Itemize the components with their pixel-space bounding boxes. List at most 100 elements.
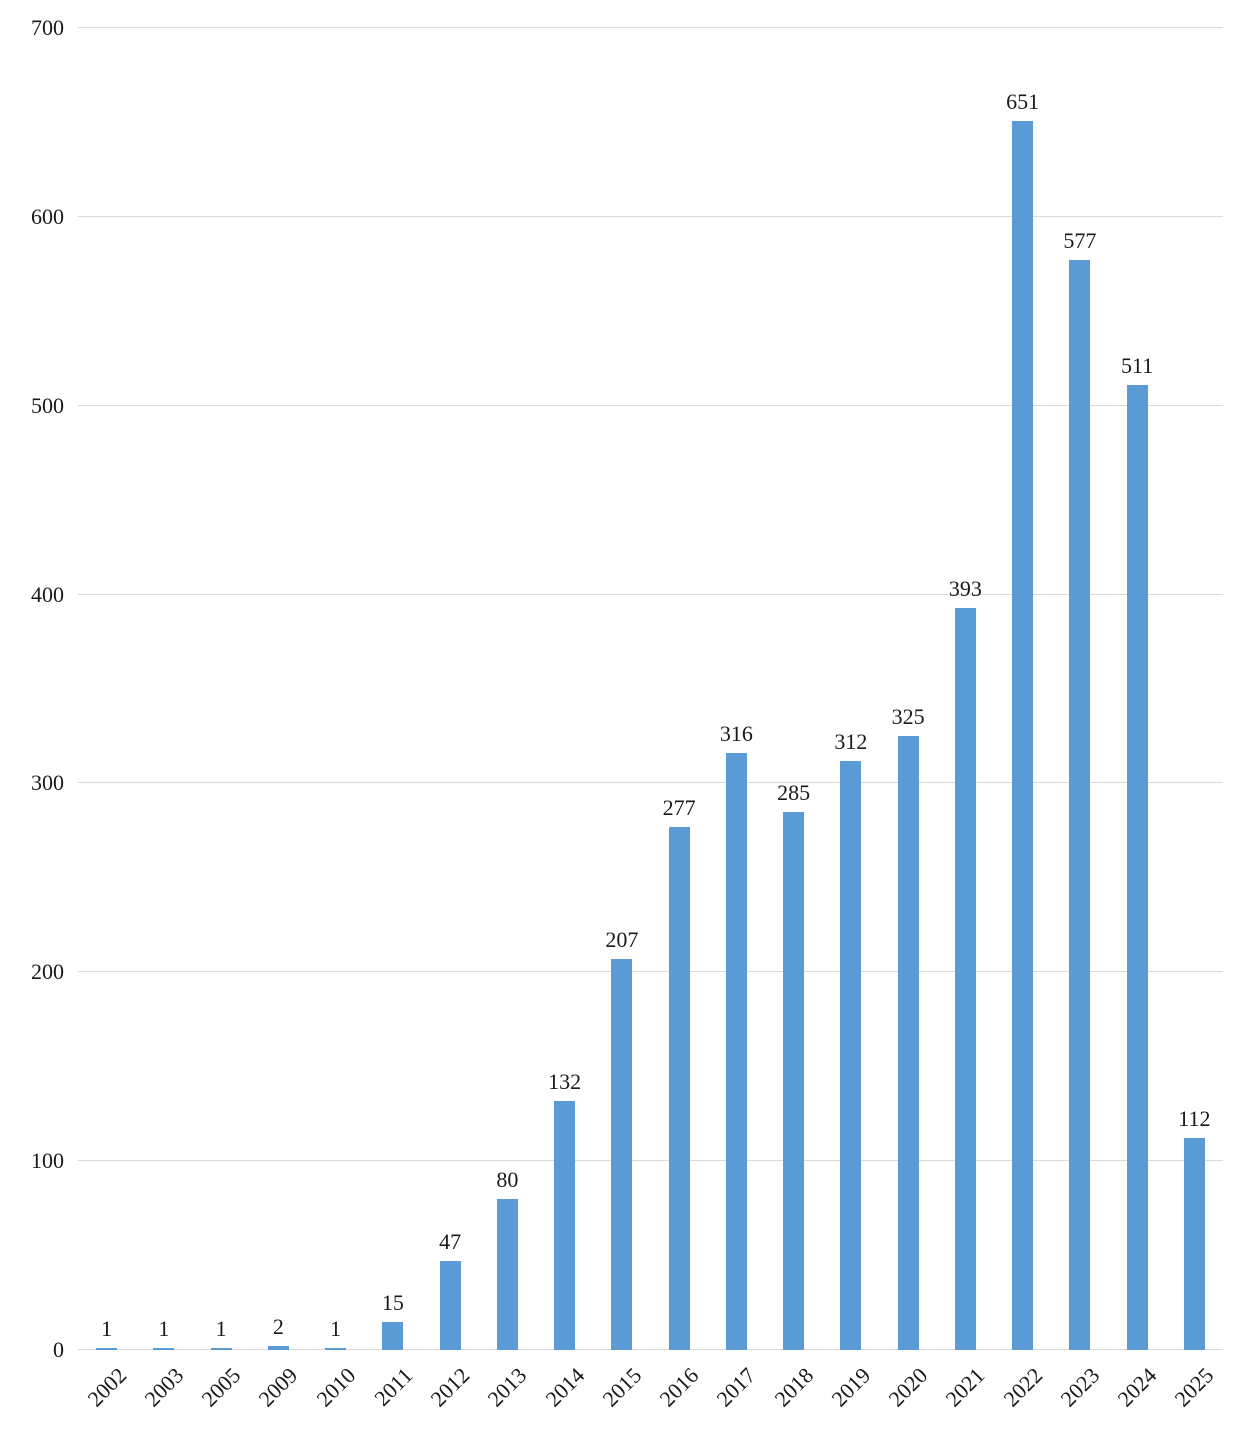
bar-column: 285	[765, 28, 822, 1350]
bar	[668, 826, 690, 1350]
x-tick-label: 2021	[940, 1362, 990, 1412]
y-tick-label: 400	[31, 581, 64, 607]
bar	[611, 959, 633, 1350]
bar-value-label: 2	[272, 1314, 284, 1340]
bar-value-label: 15	[381, 1289, 404, 1315]
bar-column: 47	[422, 28, 479, 1350]
x-tick-label: 2015	[597, 1362, 647, 1412]
x-tick-label: 2017	[711, 1362, 761, 1412]
x-axis: 2002 2003 2005 2009 2010 2011 2012 2013 2014 2015…	[78, 1356, 1223, 1449]
y-tick-label: 700	[31, 15, 64, 40]
gridline	[78, 593, 1223, 595]
bar	[1069, 260, 1091, 1350]
bar-column: 80	[479, 28, 536, 1350]
x-tick-label: 2022	[998, 1362, 1047, 1412]
bar	[153, 1348, 175, 1350]
plot-area: 1 1 1 2 1 15 47 80 132 207 277 316 285 312 325 393 651 57…	[78, 27, 1223, 1350]
x-tick-label: 2019	[826, 1362, 876, 1412]
gridline	[78, 27, 1223, 28]
bar-column: 1	[78, 28, 135, 1350]
y-tick-label: 200	[31, 959, 64, 985]
bar-column: 2	[250, 28, 307, 1350]
bar	[96, 1348, 118, 1350]
bar-value-label: 1	[330, 1316, 342, 1342]
bar	[554, 1100, 576, 1350]
bar	[897, 736, 919, 1350]
gridline	[78, 1160, 1223, 1162]
bar-value-label: 80	[496, 1166, 519, 1192]
bar-column: 393	[937, 28, 994, 1350]
bar-column: 1	[193, 28, 250, 1350]
bar	[382, 1321, 404, 1350]
bar	[439, 1261, 461, 1350]
bar	[725, 753, 747, 1350]
bar	[1012, 120, 1034, 1350]
x-tick-label: 2025	[1169, 1362, 1219, 1412]
x-tick-label: 2020	[883, 1362, 933, 1412]
x-tick-label: 2024	[1112, 1362, 1162, 1412]
bar-column: 577	[1051, 28, 1108, 1350]
bar-column: 132	[536, 28, 593, 1350]
bar-value-label: 132	[548, 1068, 582, 1094]
x-tick-label: 2002	[82, 1362, 131, 1412]
x-tick-label: 2011	[368, 1362, 418, 1411]
gridline	[78, 215, 1223, 217]
x-tick-label: 2023	[1055, 1362, 1105, 1412]
bar-value-label: 285	[777, 779, 811, 805]
bar-value-label: 1	[101, 1316, 113, 1342]
bar	[840, 760, 862, 1350]
x-tick-label: 2003	[139, 1362, 189, 1412]
gridline	[78, 1349, 1223, 1350]
bar-value-label: 277	[662, 794, 696, 820]
bar-column: 511	[1109, 28, 1166, 1350]
bar	[496, 1198, 518, 1350]
gridline	[78, 971, 1223, 973]
bar	[210, 1348, 232, 1350]
bars: 1 1 1 2 1 15 47 80 132 207 277 316 285 312 325 393 651 57…	[78, 28, 1223, 1350]
y-axis: 0 100 200 300 400 500 600 700	[0, 17, 64, 1361]
x-tick-label: 2005	[196, 1362, 246, 1412]
bar-column: 1	[307, 28, 364, 1350]
x-tick-label: 2012	[425, 1362, 475, 1412]
bar-column: 312	[822, 28, 879, 1350]
x-tick-label: 2014	[540, 1362, 589, 1412]
x-tick-label: 2013	[482, 1362, 532, 1412]
bar	[1126, 384, 1148, 1350]
y-tick-label: 100	[31, 1148, 64, 1174]
bar-column: 277	[651, 28, 708, 1350]
gridline	[78, 782, 1223, 784]
bar-value-label: 47	[439, 1229, 462, 1255]
bar-column: 15	[364, 28, 421, 1350]
x-tick-label: 2010	[311, 1362, 360, 1412]
bar-value-label: 577	[1063, 228, 1097, 254]
x-tick-label: 2018	[769, 1362, 818, 1412]
bar-value-label: 1	[158, 1316, 170, 1342]
bar-column: 207	[593, 28, 650, 1350]
bar-value-label: 207	[605, 927, 639, 953]
bar-value-label: 651	[1006, 88, 1040, 114]
bar-value-label: 393	[948, 575, 982, 601]
bar-column: 1	[135, 28, 192, 1350]
bar-value-label: 511	[1121, 352, 1154, 378]
bar	[325, 1348, 347, 1350]
bar-column: 112	[1166, 28, 1223, 1350]
bar-column: 316	[708, 28, 765, 1350]
bar	[954, 607, 976, 1350]
x-tick-label: 2016	[654, 1362, 704, 1412]
y-tick-label: 0	[53, 1337, 64, 1362]
y-tick-label: 300	[31, 770, 64, 796]
bar	[1183, 1138, 1205, 1350]
bar	[783, 811, 805, 1350]
gridline	[78, 404, 1223, 406]
bar-value-label: 1	[215, 1316, 227, 1342]
x-tick-label: 2009	[253, 1362, 303, 1412]
bar-column: 325	[880, 28, 937, 1350]
bar-column: 651	[994, 28, 1051, 1350]
bar-value-label: 112	[1178, 1106, 1211, 1132]
bar-value-label: 325	[891, 704, 925, 730]
y-tick-label: 600	[31, 203, 64, 229]
bar	[267, 1346, 289, 1350]
bar-value-label: 312	[834, 728, 868, 754]
y-tick-label: 500	[31, 392, 64, 418]
